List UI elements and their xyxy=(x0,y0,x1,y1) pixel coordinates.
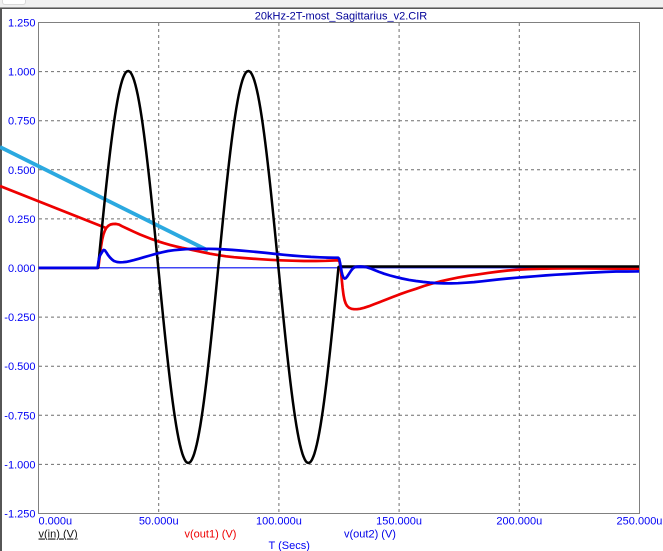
svg-text:-1.000: -1.000 xyxy=(4,459,35,471)
svg-text:50.000u: 50.000u xyxy=(139,516,179,528)
svg-text:200.000u: 200.000u xyxy=(496,516,542,528)
svg-text:-1.250: -1.250 xyxy=(4,509,35,521)
svg-text:-0.750: -0.750 xyxy=(4,410,35,422)
svg-text:150.000u: 150.000u xyxy=(376,516,422,528)
svg-text:-0.500: -0.500 xyxy=(4,361,35,373)
svg-text:0.250: 0.250 xyxy=(8,214,36,226)
svg-text:1.000: 1.000 xyxy=(8,67,36,79)
svg-text:T (Secs): T (Secs) xyxy=(269,540,310,551)
svg-text:0.000u: 0.000u xyxy=(39,516,73,528)
svg-text:v(out1) (V): v(out1) (V) xyxy=(185,529,237,541)
svg-text:20kHz-2T-most_Sagittarius_v2.C: 20kHz-2T-most_Sagittarius_v2.CIR xyxy=(255,11,427,23)
svg-text:1.250: 1.250 xyxy=(8,18,36,30)
svg-text:0.000: 0.000 xyxy=(8,263,36,275)
svg-text:250.000u: 250.000u xyxy=(617,516,663,528)
svg-text:100.000u: 100.000u xyxy=(256,516,302,528)
svg-text:0.500: 0.500 xyxy=(8,165,36,177)
svg-text:v(in) (V): v(in) (V) xyxy=(39,529,78,541)
svg-text:0.750: 0.750 xyxy=(8,116,36,128)
svg-text:-0.250: -0.250 xyxy=(4,312,35,324)
svg-text:v(out2) (V): v(out2) (V) xyxy=(344,529,396,541)
